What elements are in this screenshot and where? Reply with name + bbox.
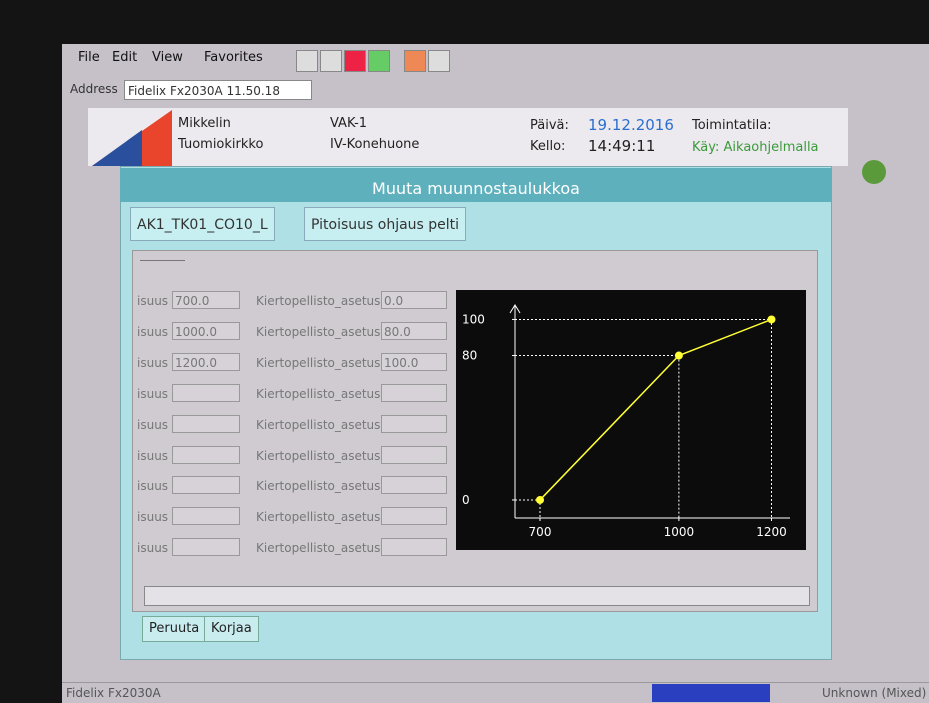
tab[interactable]: Pitoisuus ohjaus pelti — [304, 207, 466, 241]
time: 14:49:11 — [588, 137, 655, 155]
separator — [140, 260, 185, 261]
site-name: Tuomiokirkko — [178, 137, 263, 152]
value-input[interactable]: 1200.0 — [172, 353, 240, 371]
status-bar — [62, 682, 929, 703]
value-input[interactable]: 1000.0 — [172, 322, 240, 340]
unit-name: VAK-1 — [330, 116, 367, 131]
zone-text: Unknown (Mixed) — [822, 686, 926, 700]
row-label: isuus — [137, 356, 168, 370]
value-input[interactable]: 0.0 — [381, 291, 447, 309]
tool-button[interactable] — [368, 50, 390, 72]
row-label: isuus — [137, 294, 168, 308]
row-label: isuus — [137, 449, 168, 463]
value-input[interactable] — [381, 538, 447, 556]
menu-item[interactable]: File — [78, 50, 100, 65]
room-name: IV-Konehuone — [330, 137, 419, 152]
value-input[interactable] — [381, 384, 447, 402]
cancel-button[interactable]: Peruuta — [142, 616, 206, 642]
address-field[interactable]: Fidelix Fx2030A 11.50.18 — [124, 80, 312, 100]
progress — [652, 684, 770, 702]
tool-button[interactable] — [296, 50, 318, 72]
row-label: isuus — [137, 418, 168, 432]
value-input[interactable] — [172, 476, 240, 494]
row-label: Kiertopellisto_asetus — [256, 541, 380, 555]
value-input[interactable]: 100.0 — [381, 353, 447, 371]
row-label: Kiertopellisto_asetus — [256, 479, 380, 493]
mode-label: Toimintatila: — [692, 118, 772, 133]
value-input[interactable] — [172, 384, 240, 402]
row-label: isuus — [137, 387, 168, 401]
status-icon — [862, 160, 886, 184]
value-input[interactable] — [172, 446, 240, 464]
tab[interactable]: AK1_TK01_CO10_L — [130, 207, 275, 241]
row-label: Kiertopellisto_asetus — [256, 325, 380, 339]
row-label: isuus — [137, 325, 168, 339]
row-label: isuus — [137, 510, 168, 524]
row-label: Kiertopellisto_asetus — [256, 294, 380, 308]
row-label: isuus — [137, 541, 168, 555]
address-label: Address — [70, 82, 118, 96]
status-text: Fidelix Fx2030A — [66, 686, 161, 700]
menu-item[interactable]: View — [152, 50, 183, 65]
value-input[interactable] — [172, 538, 240, 556]
site-name: Mikkelin — [178, 116, 231, 131]
row-label: Kiertopellisto_asetus — [256, 387, 380, 401]
value-input[interactable]: 80.0 — [381, 322, 447, 340]
value-input[interactable] — [172, 415, 240, 433]
value-input[interactable] — [172, 507, 240, 525]
value-input[interactable] — [381, 476, 447, 494]
logo — [92, 110, 172, 166]
tool-button[interactable] — [344, 50, 366, 72]
row-label: Kiertopellisto_asetus — [256, 510, 380, 524]
scrollbar[interactable] — [144, 586, 810, 606]
time-label: Kello: — [530, 139, 565, 154]
row-label: Kiertopellisto_asetus — [256, 418, 380, 432]
tool-button[interactable] — [404, 50, 426, 72]
value-input[interactable]: 700.0 — [172, 291, 240, 309]
menu-item[interactable]: Favorites — [204, 50, 263, 65]
fix-button[interactable]: Korjaa — [204, 616, 259, 642]
row-label: Kiertopellisto_asetus — [256, 356, 380, 370]
date-label: Päivä: — [530, 118, 569, 133]
row-label: Kiertopellisto_asetus — [256, 449, 380, 463]
tool-button[interactable] — [320, 50, 342, 72]
value-input[interactable] — [381, 446, 447, 464]
tool-button[interactable] — [428, 50, 450, 72]
value-input[interactable] — [381, 507, 447, 525]
dialog-title: Muuta muunnostaulukkoa — [120, 168, 832, 202]
date: 19.12.2016 — [588, 116, 674, 134]
row-label: isuus — [137, 479, 168, 493]
mode: Käy: Aikaohjelmalla — [692, 140, 819, 155]
screen-photo: File Edit View Favorites Address Fidelix… — [0, 0, 929, 702]
value-input[interactable] — [381, 415, 447, 433]
menu-item[interactable]: Edit — [112, 50, 137, 65]
